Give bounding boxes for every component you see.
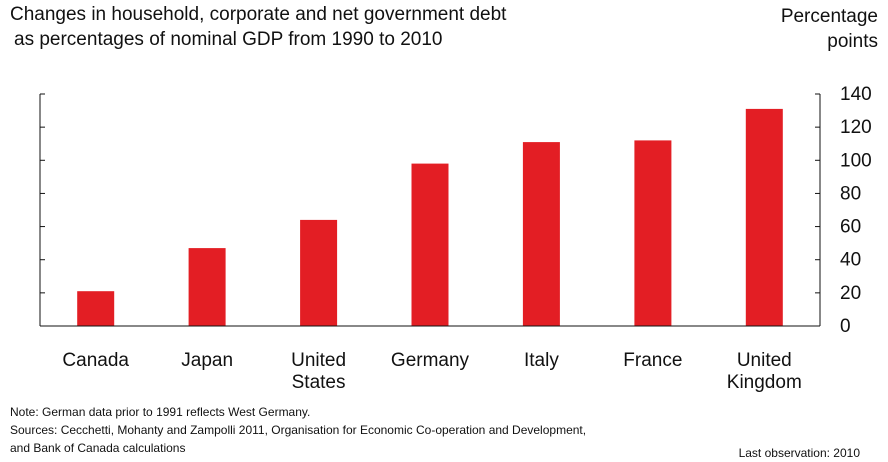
chart-title-line-1: Changes in household, corporate and net … [10, 4, 507, 25]
x-category-label-2: United States [291, 350, 346, 393]
y-tick-label-7: 140 [840, 84, 872, 105]
y-tick-label-1: 20 [840, 283, 861, 304]
y-axis-unit-label: Percentage points [781, 4, 878, 54]
bar-2 [300, 219, 338, 326]
x-category-label-6-line-1: Kingdom [727, 372, 802, 393]
x-category-label-3: Germany [391, 350, 470, 371]
x-category-label-6-line-0: United [737, 350, 792, 371]
sources-text-line-1: Sources: Cecchetti, Mohanty and Zampolli… [10, 423, 587, 437]
y-axis-unit-line-2: points [827, 31, 878, 52]
x-category-label-0-line-0: Canada [62, 350, 129, 371]
sources-text-line-2: and Bank of Canada calculations [10, 441, 186, 455]
last-observation: Last observation: 2010 [738, 446, 860, 460]
bar-4 [522, 142, 560, 326]
y-tick-label-4: 80 [840, 183, 861, 204]
bar-1 [188, 248, 226, 326]
x-category-label-0: Canada [62, 350, 129, 371]
axes-group [39, 93, 821, 327]
x-category-label-2-line-0: United [291, 350, 346, 371]
y-tick-label-0: 0 [840, 316, 851, 337]
y-tick-label-3: 60 [840, 217, 861, 238]
x-category-label-3-line-0: Germany [391, 350, 470, 371]
x-category-label-5: France [623, 350, 682, 371]
chart-title-line-2: as percentages of nominal GDP from 1990 … [14, 29, 443, 50]
x-category-label-6: United Kingdom [727, 350, 802, 393]
bar-5 [634, 140, 672, 326]
y-tick-label-6: 120 [840, 117, 872, 138]
chart-title: Changes in household, corporate and net … [10, 2, 506, 52]
x-category-label-4-line-0: Italy [524, 350, 559, 371]
bars-group [77, 108, 783, 327]
bar-6 [745, 108, 783, 327]
x-category-label-1-line-0: Japan [181, 350, 233, 371]
x-category-label-5-line-0: France [623, 350, 682, 371]
y-axis-unit-line-1: Percentage [780, 6, 878, 27]
note-text: Note: German data prior to 1991 reflects… [10, 405, 311, 419]
notes-block: Note: German data prior to 1991 reflects… [10, 403, 586, 457]
y-tick-label-2: 40 [840, 250, 861, 271]
bar-0 [77, 291, 115, 326]
x-category-label-4: Italy [524, 350, 559, 371]
x-category-label-2-line-1: States [292, 372, 346, 393]
y-tick-label-5: 100 [840, 150, 872, 171]
x-category-label-1: Japan [181, 350, 233, 371]
bar-3 [411, 163, 449, 326]
